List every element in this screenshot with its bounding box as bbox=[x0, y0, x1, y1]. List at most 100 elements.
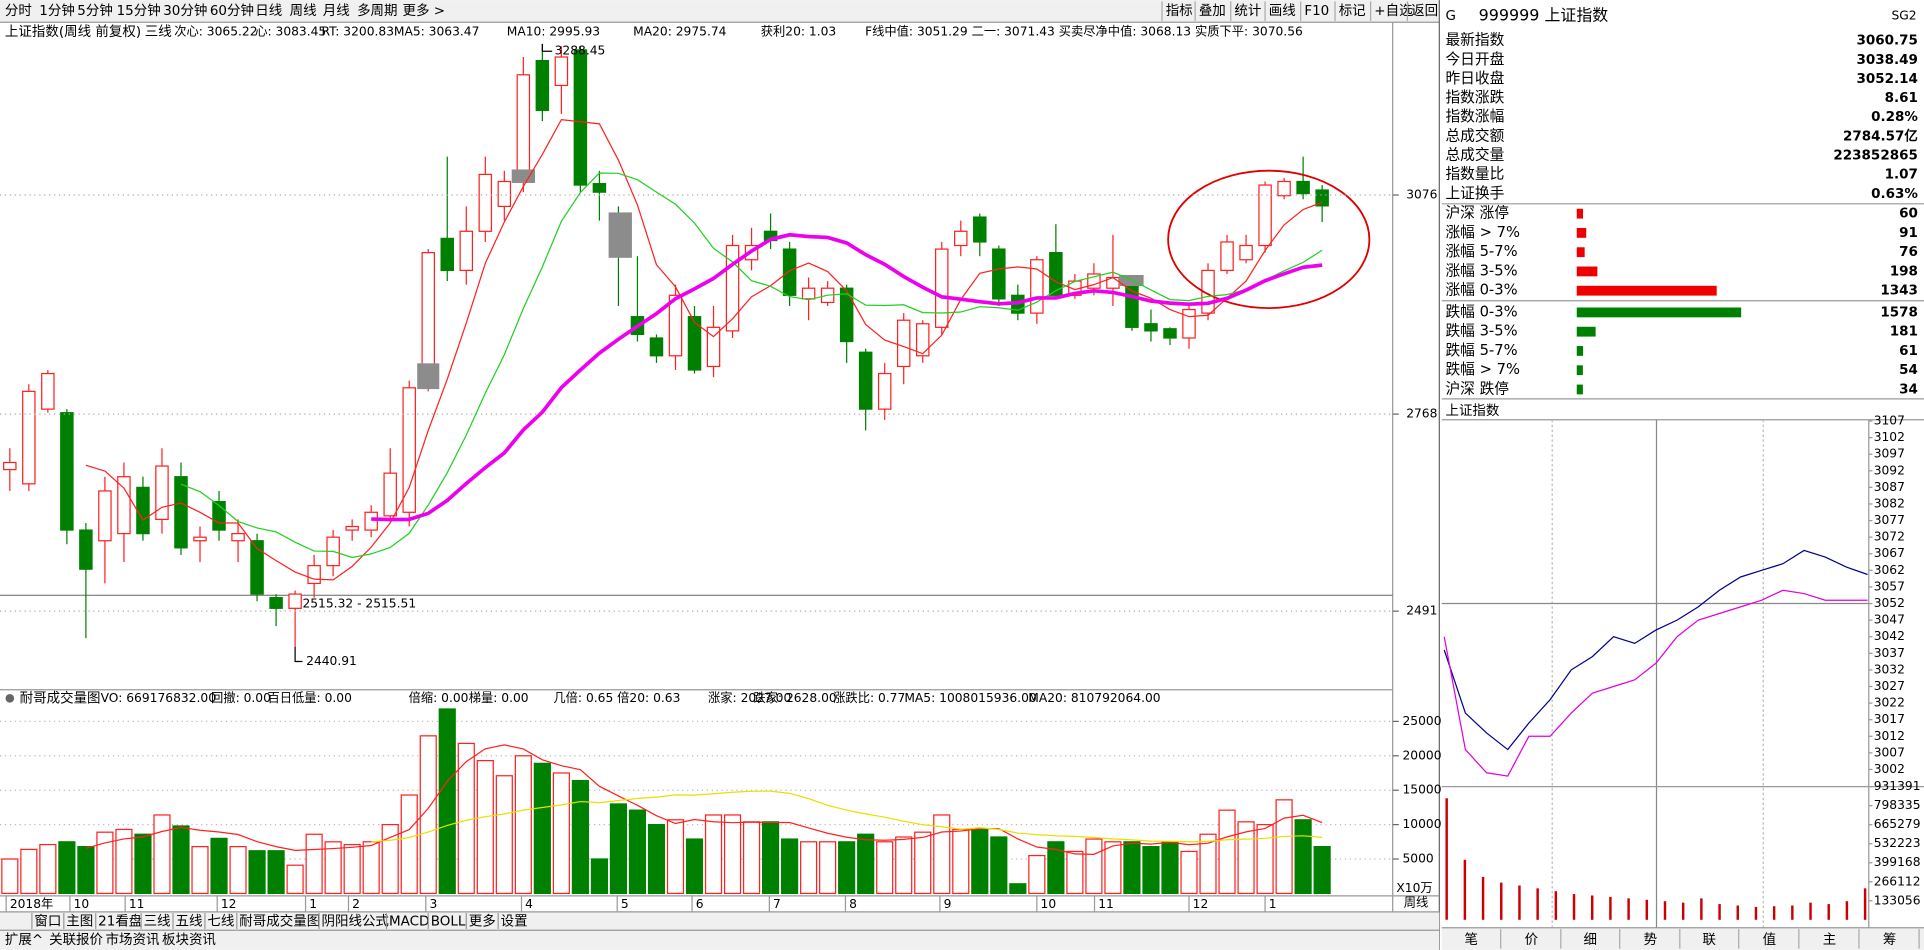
indicator-label: 次心: 3065.22 bbox=[174, 25, 257, 39]
breadth-bar bbox=[1576, 285, 1717, 296]
tab[interactable]: MACD bbox=[389, 914, 429, 930]
menu-item[interactable]: 日线 bbox=[255, 3, 282, 19]
y-tick-label: 665279 bbox=[1874, 817, 1921, 831]
toolbar-button[interactable]: 指标 bbox=[1166, 3, 1193, 19]
indicator-label: MA20: 2975.74 bbox=[633, 25, 727, 39]
volume-bar bbox=[761, 821, 780, 895]
intraday-tab[interactable]: 势 bbox=[1644, 932, 1658, 948]
breadth-value: 76 bbox=[1899, 244, 1918, 260]
volume-bar bbox=[495, 775, 513, 895]
breadth-label: 跌幅 5-7% bbox=[1445, 342, 1517, 359]
y-tick-label: 3032 bbox=[1874, 662, 1905, 676]
quote-value: 8.61 bbox=[1885, 90, 1918, 106]
intraday-tab[interactable]: 值 bbox=[1763, 932, 1777, 948]
menu-item[interactable]: 30分钟 bbox=[163, 2, 207, 19]
intraday-tab[interactable]: 笔 bbox=[1464, 932, 1477, 948]
volume-bar bbox=[723, 814, 742, 895]
volume-bar bbox=[628, 809, 647, 895]
menu-item[interactable]: 周线 bbox=[290, 3, 317, 19]
highlight-box bbox=[1119, 274, 1144, 287]
breadth-bar bbox=[1576, 227, 1587, 238]
x-tick-label: 2 bbox=[352, 897, 360, 911]
y-tick-label: 3107 bbox=[1874, 414, 1905, 428]
status-tab[interactable]: 关联报价 bbox=[49, 932, 103, 948]
status-tab[interactable]: 板块资讯 bbox=[162, 932, 216, 948]
quote-title: 999999 上证指数 bbox=[1479, 6, 1609, 25]
volume-bar bbox=[704, 814, 723, 895]
quote-value: 3060.75 bbox=[1856, 33, 1917, 49]
toolbar-button[interactable]: F10 bbox=[1304, 3, 1329, 19]
toolbar-button[interactable]: +自选 bbox=[1374, 3, 1413, 19]
breadth-label: 跌幅 3-5% bbox=[1445, 323, 1517, 340]
indicator-label: 梯量: 0.00 bbox=[469, 691, 529, 705]
menu-item[interactable]: 更多 > bbox=[402, 2, 445, 19]
volume-bar bbox=[1066, 850, 1084, 895]
tab[interactable]: 窗口 bbox=[34, 913, 61, 930]
tab[interactable]: BOLL bbox=[431, 914, 466, 930]
candle-body bbox=[3, 461, 17, 471]
toolbar-button[interactable]: 画线 bbox=[1269, 3, 1296, 19]
volume-bar bbox=[248, 850, 266, 895]
tab[interactable]: 设置 bbox=[501, 914, 528, 930]
chart-title: 上证指数(周线 前复权) bbox=[5, 23, 141, 40]
volume-bar bbox=[58, 841, 76, 895]
candle-body bbox=[1144, 323, 1158, 332]
menu-item[interactable]: 分时 bbox=[5, 3, 32, 19]
toolbar-button[interactable]: 标记 bbox=[1339, 3, 1366, 19]
indicator-label: 倍缩: 0.00 bbox=[409, 690, 469, 705]
menu-item[interactable]: 多周期 bbox=[357, 2, 397, 19]
volume-bar bbox=[1123, 841, 1141, 895]
volume-bar bbox=[1313, 846, 1331, 895]
menu-item[interactable]: 1分钟 bbox=[39, 2, 75, 19]
pane-icon bbox=[5, 694, 15, 703]
toolbar-button[interactable]: 叠加 bbox=[1199, 3, 1226, 19]
tab[interactable]: 七线 bbox=[207, 914, 234, 930]
volume-bar bbox=[172, 825, 190, 895]
status-tab[interactable]: 扩展^ bbox=[5, 932, 43, 948]
candle-body bbox=[649, 337, 664, 357]
x-tick-label: 3 bbox=[429, 897, 437, 911]
tab[interactable]: 耐哥成交量图 bbox=[239, 913, 320, 930]
tab[interactable]: 更多 bbox=[469, 913, 496, 930]
volume-bar bbox=[476, 759, 494, 895]
y-tick-label: 532223 bbox=[1874, 836, 1921, 850]
breadth-value: 54 bbox=[1899, 362, 1918, 378]
y-tick-label: 3047 bbox=[1874, 613, 1905, 627]
intraday-title: 上证指数 bbox=[1445, 403, 1499, 419]
quote-label: 指数量比 bbox=[1445, 166, 1504, 183]
quote-value: 3052.14 bbox=[1856, 71, 1917, 87]
tab[interactable]: 五线 bbox=[175, 914, 202, 930]
volume-bar bbox=[438, 708, 456, 895]
intraday-tab[interactable]: 主 bbox=[1823, 932, 1837, 948]
breadth-value: 61 bbox=[1899, 343, 1918, 359]
intraday-tab[interactable]: 细 bbox=[1583, 932, 1597, 948]
y-tick-label: 10000 bbox=[1403, 817, 1442, 831]
menu-item[interactable]: 15分钟 bbox=[117, 2, 161, 19]
tab[interactable]: 主图 bbox=[66, 914, 93, 930]
candle-body bbox=[383, 472, 397, 517]
quote-label: 昨日收盘 bbox=[1445, 69, 1504, 87]
menu-bar bbox=[0, 0, 1440, 23]
ma5-line bbox=[85, 118, 1323, 581]
toolbar-button[interactable]: 返回 bbox=[1411, 3, 1438, 19]
volume-bar bbox=[781, 838, 799, 895]
menu-item[interactable]: 月线 bbox=[323, 3, 350, 19]
intraday-tab[interactable]: 联 bbox=[1703, 932, 1717, 948]
intraday-tab[interactable]: 筹 bbox=[1883, 931, 1897, 948]
intraday-tab[interactable]: 价 bbox=[1525, 932, 1539, 948]
indicator-label: 几倍: 0.65 倍20: 0.63 bbox=[553, 690, 680, 705]
breadth-value: 60 bbox=[1899, 206, 1918, 222]
indicator-label: 百日低量: 0.00 bbox=[267, 691, 351, 705]
menu-item[interactable]: 60分钟 bbox=[210, 2, 254, 19]
toolbar-button[interactable]: 统计 bbox=[1234, 3, 1261, 19]
tab[interactable]: 三线 bbox=[144, 914, 171, 930]
quote-label: 今日开盘 bbox=[1445, 50, 1504, 68]
breadth-value: 181 bbox=[1890, 324, 1918, 340]
status-tab[interactable]: 市场资讯 bbox=[106, 931, 160, 948]
tab[interactable]: 阴阳线公式 bbox=[321, 914, 389, 930]
tab[interactable]: 21看盘 bbox=[98, 913, 142, 930]
ma20-line bbox=[371, 232, 1323, 522]
menu-item[interactable]: 5分钟 bbox=[77, 2, 113, 19]
